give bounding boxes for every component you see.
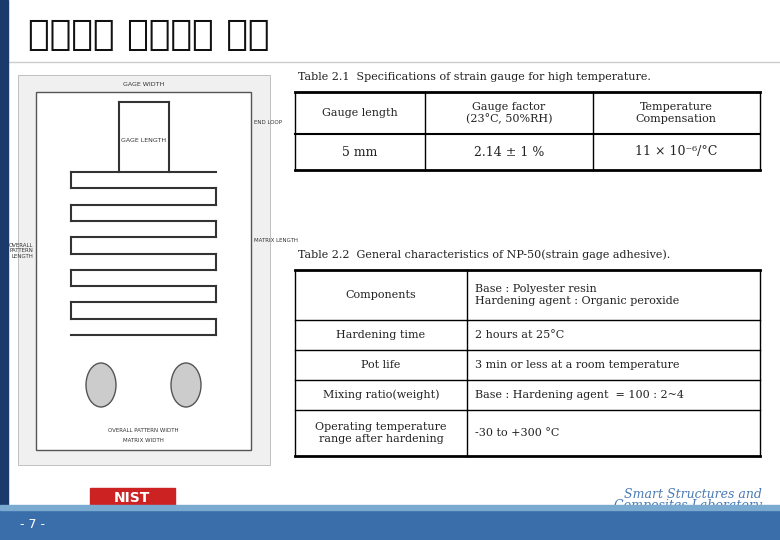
Text: MATRIX WIDTH: MATRIX WIDTH	[123, 438, 164, 443]
Text: OVERALL PATTERN WIDTH: OVERALL PATTERN WIDTH	[108, 428, 179, 433]
Text: GAGE WIDTH: GAGE WIDTH	[123, 82, 164, 87]
Text: 2.14 ± 1 %: 2.14 ± 1 %	[473, 145, 544, 159]
Text: Gauge factor
(23°C, 50%RH): Gauge factor (23°C, 50%RH)	[466, 102, 552, 124]
Text: END LOOP: END LOOP	[254, 119, 282, 125]
Bar	[36, 92, 251, 450]
Text: Mixing ratio(weight): Mixing ratio(weight)	[323, 390, 439, 400]
Text: Temperature
Compensation: Temperature Compensation	[636, 102, 717, 124]
Text: Table 2.2  General characteristics of NP-50(strain gage adhesive).: Table 2.2 General characteristics of NP-…	[298, 249, 670, 260]
Text: MATRIX LENGTH: MATRIX LENGTH	[254, 239, 298, 244]
Text: Gauge length: Gauge length	[322, 108, 398, 118]
Text: 스트레인 게이지의 사양: 스트레인 게이지의 사양	[28, 18, 270, 52]
Text: Smart Structures and: Smart Structures and	[624, 488, 762, 501]
Text: Composites Laboratory: Composites Laboratory	[614, 498, 762, 511]
Text: NIST: NIST	[114, 491, 151, 505]
Text: - 7 -: - 7 -	[20, 518, 44, 531]
Text: -30 to +300 °C: -30 to +300 °C	[475, 428, 559, 438]
Text: Operating temperature
range after hardening: Operating temperature range after harden…	[315, 422, 447, 444]
Bar	[0, 505, 780, 510]
Ellipse shape	[86, 363, 116, 407]
Text: Table 2.1  Specifications of strain gauge for high temperature.: Table 2.1 Specifications of strain gauge…	[298, 72, 651, 82]
Text: 3 min or less at a room temperature: 3 min or less at a room temperature	[475, 360, 679, 370]
Bar	[0, 510, 780, 540]
Text: GAGE LENGTH: GAGE LENGTH	[121, 138, 166, 143]
Text: OVERALL
PATTERN
LENGTH: OVERALL PATTERN LENGTH	[9, 242, 33, 259]
Text: Base : Hardening agent  = 100 : 2~4: Base : Hardening agent = 100 : 2~4	[475, 390, 684, 400]
Bar	[90, 488, 175, 508]
Text: 2 hours at 25°C: 2 hours at 25°C	[475, 330, 564, 340]
Text: 5 mm: 5 mm	[342, 145, 378, 159]
Ellipse shape	[171, 363, 201, 407]
Text: Pot life: Pot life	[361, 360, 401, 370]
Text: Hardening time: Hardening time	[336, 330, 426, 340]
Text: 11 × 10⁻⁶/°C: 11 × 10⁻⁶/°C	[635, 145, 718, 159]
Bar	[18, 75, 270, 465]
Bar	[0, 0, 8, 540]
Text: Components: Components	[346, 290, 417, 300]
Text: Base : Polyester resin
Hardening agent : Organic peroxide: Base : Polyester resin Hardening agent :…	[475, 284, 679, 306]
